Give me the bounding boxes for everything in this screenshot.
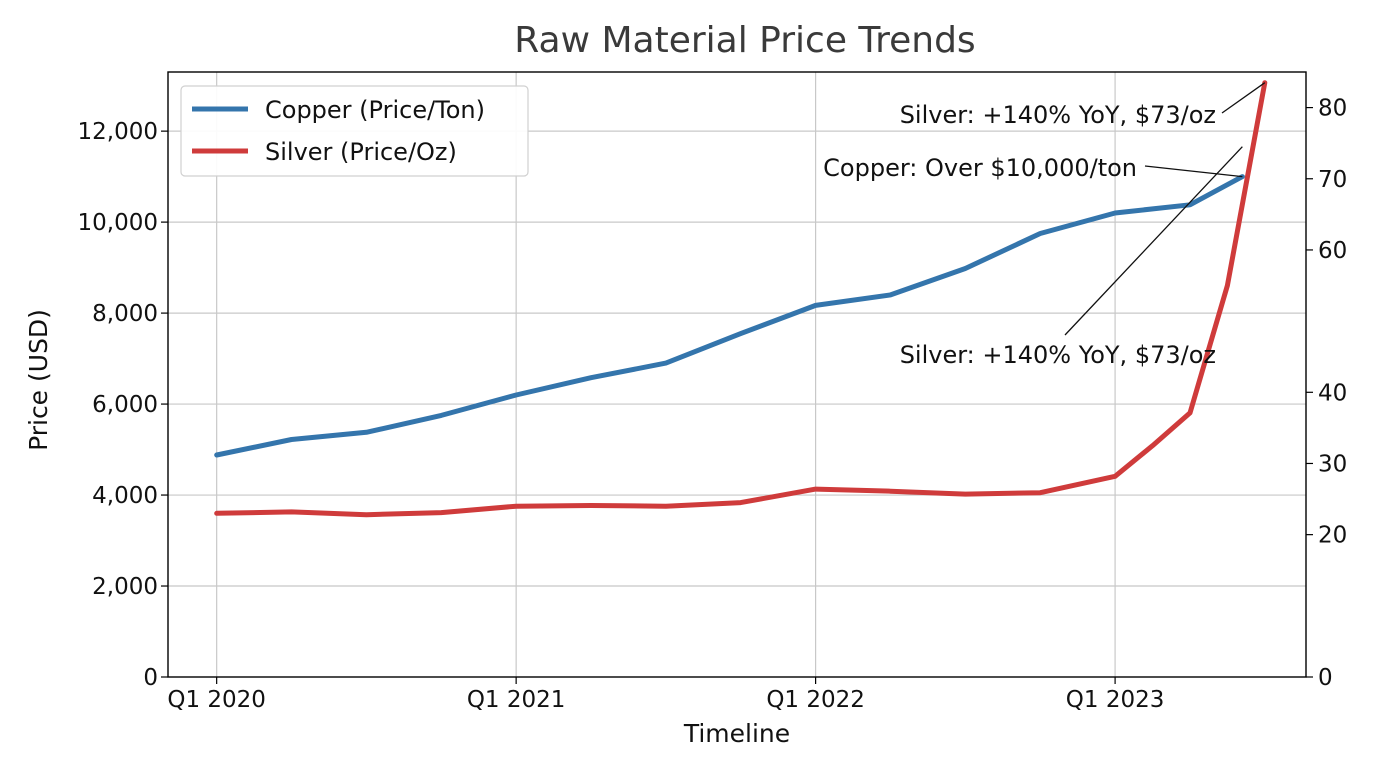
y-tick-label-right: 60 (1318, 238, 1347, 264)
x-axis: Q1 2020 Q1 2021 Q1 2022 Q1 2023 (167, 677, 1164, 713)
x-tick-label: Q1 2021 (467, 687, 566, 713)
legend-box (180, 85, 529, 177)
legend-label-copper: Copper (Price/Ton) (265, 96, 485, 124)
annotation-arrow (1064, 146, 1243, 336)
y-tick-label-left: 12,000 (78, 119, 158, 145)
y-axis-title: Price (USD) (24, 309, 53, 451)
x-tick-label: Q1 2022 (766, 687, 865, 713)
y-tick-label-right: 70 (1318, 167, 1347, 193)
y-tick-label-left: 4,000 (92, 483, 158, 509)
legend: Copper (Price/Ton) Silver (Price/Oz) (180, 85, 529, 177)
y-tick-label-left: 8,000 (92, 301, 158, 327)
y-tick-label-right: 30 (1318, 451, 1347, 477)
annotations: Silver: +140% YoY, $73/oz Copper: Over $1… (823, 82, 1266, 369)
plot-frame (167, 71, 1307, 678)
y-tick-label-left: 2,000 (92, 574, 158, 600)
y-tick-label-right: 80 (1318, 96, 1347, 122)
copper-line (214, 174, 1245, 458)
annotation-label: Silver: +140% YoY, $73/oz (900, 101, 1216, 129)
x-axis-title: Timeline (683, 719, 790, 748)
x-tick-label: Q1 2023 (1066, 687, 1165, 713)
annotation-arrow (1221, 82, 1266, 114)
annotation-label: Copper: Over $10,000/ton (823, 154, 1137, 182)
legend-label-silver: Silver (Price/Oz) (265, 138, 457, 166)
annotation-arrow (1144, 165, 1243, 178)
y-tick-label-left: 0 (143, 665, 158, 691)
series-layer (214, 80, 1268, 518)
left-y-axis: 0 2,000 4,000 6,000 8,000 10,000 12,000 (78, 119, 168, 691)
y-tick-label-left: 6,000 (92, 392, 158, 418)
right-y-axis: 0 20 30 40 60 70 80 (1306, 96, 1347, 691)
y-tick-label-right: 20 (1318, 523, 1347, 549)
chart-title: Raw Material Price Trends (514, 20, 975, 61)
y-tick-label-left: 10,000 (78, 210, 158, 236)
y-tick-label-right: 40 (1318, 380, 1347, 406)
x-tick-label: Q1 2020 (167, 687, 266, 713)
silver-line (214, 80, 1268, 518)
annotation-label: Silver: +140% YoY, $73/oz (900, 341, 1216, 369)
y-tick-label-right: 0 (1318, 665, 1333, 691)
